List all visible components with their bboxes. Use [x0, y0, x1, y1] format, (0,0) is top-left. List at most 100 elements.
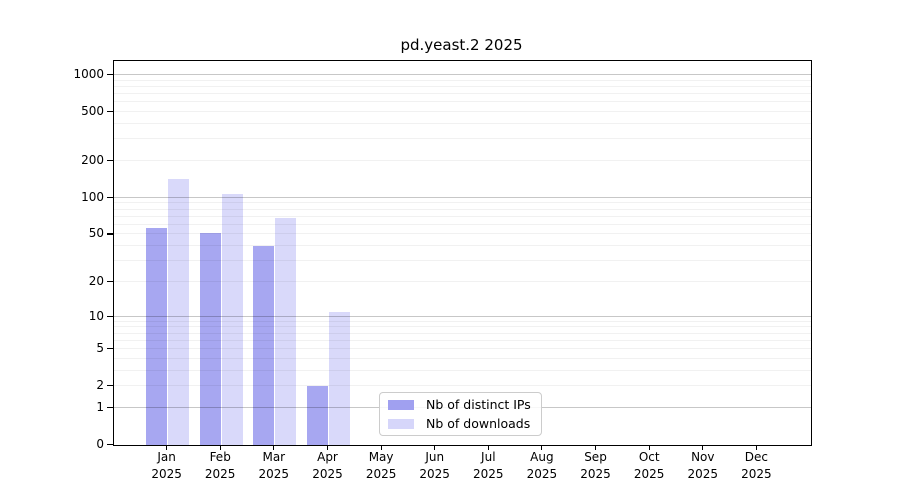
y-tick-mark [107, 233, 113, 235]
x-tick-year: 2025 [258, 466, 290, 481]
x-tick-month: Feb [209, 450, 231, 464]
y-tick-label: 1000 [73, 67, 104, 81]
legend-swatch-downloads [388, 418, 414, 429]
y-tick-label: 10 [88, 308, 104, 323]
gridline-major [114, 315, 811, 317]
x-tick-mark [648, 445, 650, 450]
gridline-minor [114, 339, 811, 341]
gridline-minor [114, 123, 811, 124]
y-tick-mark [107, 385, 113, 387]
x-tick-label-jul: Jul 2025 [456, 449, 520, 482]
bar-distinct-ips-jan [146, 227, 168, 445]
x-tick-label-nov: Nov 2025 [671, 449, 735, 482]
plot-area: Nb of distinct IPs Nb of downloads [113, 60, 812, 446]
y-tick-mark [107, 281, 113, 283]
x-tick-year: 2025 [633, 466, 665, 481]
x-tick-month: May [368, 450, 394, 464]
x-tick-mark [755, 445, 757, 450]
x-tick-year: 2025 [473, 466, 504, 481]
bar-downloads-mar [275, 217, 297, 445]
y-tick-label: 2 [96, 378, 104, 393]
x-tick-month: Nov [691, 450, 715, 464]
x-tick-month: Aug [530, 450, 554, 464]
gridline-minor [114, 233, 811, 235]
x-tick-mark [166, 445, 168, 450]
y-tick-label: 50 [88, 226, 104, 241]
x-tick-mark [487, 445, 489, 450]
x-tick-mark [594, 445, 597, 450]
gridline-minor [114, 79, 811, 81]
bar-downloads-feb [221, 193, 243, 445]
x-tick-month: Dec [744, 450, 768, 464]
y-tick-mark [107, 160, 113, 162]
x-tick-label-dec: Dec 2025 [724, 449, 788, 482]
x-tick-year: 2025 [151, 466, 182, 481]
gridline-minor [114, 332, 811, 334]
chart-title: pd.yeast.2 2025 [400, 36, 523, 54]
y-tick-label: 1 [96, 399, 104, 414]
gridline-minor [114, 93, 811, 95]
y-tick-label: 5 [96, 341, 104, 355]
x-tick-month: Jun [425, 450, 445, 464]
bar-distinct-ips-apr [307, 386, 328, 445]
x-tick-year: 2025 [741, 466, 772, 481]
x-tick-label-jan: Jan 2025 [135, 449, 199, 482]
x-tick-label-feb: Feb 2025 [188, 449, 252, 482]
legend-item-distinct-ips: Nb of distinct IPs [388, 395, 533, 414]
x-tick-year: 2025 [204, 466, 236, 481]
y-tick-mark [107, 111, 113, 113]
y-tick-mark [107, 348, 113, 350]
x-tick-label-jun: Jun 2025 [403, 449, 467, 482]
x-tick-year: 2025 [580, 466, 611, 481]
legend-item-downloads: Nb of downloads [388, 414, 533, 433]
y-tick-mark [107, 315, 113, 317]
gridline-minor [114, 320, 811, 322]
gridline-minor [114, 138, 811, 140]
y-tick-mark [107, 74, 113, 76]
y-tick-label: 200 [81, 153, 104, 167]
x-tick-mark [380, 445, 382, 450]
y-tick-label: 500 [81, 104, 104, 119]
gridline-minor [114, 245, 811, 247]
x-tick-mark [326, 445, 329, 450]
x-tick-year: 2025 [312, 466, 343, 481]
y-tick-label: 0 [96, 437, 104, 451]
y-tick-mark [107, 444, 113, 446]
gridline-minor [114, 101, 811, 103]
legend: Nb of distinct IPs Nb of downloads [379, 392, 542, 436]
gridline-minor [114, 215, 811, 217]
y-tick-label: 20 [88, 274, 104, 288]
bar-downloads-jan [168, 179, 190, 445]
x-tick-month: Jul [481, 450, 496, 464]
x-tick-label-aug: Aug 2025 [510, 449, 574, 482]
gridline-minor [114, 85, 811, 87]
gridline-minor [114, 260, 811, 262]
x-tick-label-mar: Mar 2025 [242, 449, 306, 482]
gridline-major [114, 196, 811, 198]
x-tick-label-sep: Sep 2025 [564, 449, 628, 482]
gridline-minor [114, 160, 811, 161]
x-tick-mark [219, 445, 221, 450]
x-tick-label-may: May 2025 [349, 449, 413, 482]
gridline-minor [114, 385, 811, 387]
legend-label-downloads: Nb of downloads [426, 416, 531, 431]
x-tick-year: 2025 [687, 466, 719, 481]
bar-distinct-ips-mar [253, 246, 275, 445]
x-tick-label-apr: Apr 2025 [296, 449, 360, 482]
x-tick-month: Jan [157, 450, 176, 464]
x-tick-year: 2025 [419, 466, 450, 481]
x-tick-label-oct: Oct 2025 [617, 449, 681, 482]
y-tick-mark [107, 406, 113, 409]
gridline-minor [114, 348, 811, 349]
legend-swatch-distinct-ips [388, 399, 414, 410]
gridline-minor [114, 111, 811, 113]
x-tick-month: Mar [262, 450, 286, 464]
x-tick-month: Oct [638, 450, 660, 464]
bar-downloads-apr [329, 311, 350, 445]
gridline-minor [114, 326, 811, 328]
x-tick-month: Sep [584, 450, 607, 464]
gridline-minor [114, 202, 811, 204]
gridline-minor [114, 369, 811, 371]
x-tick-mark [273, 445, 275, 450]
